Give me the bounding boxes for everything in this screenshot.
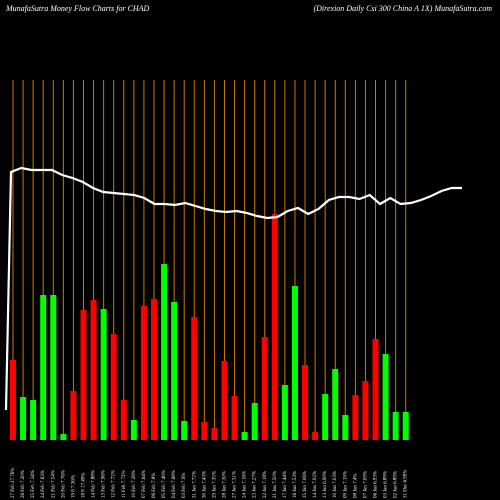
- x-tick-label: 17 Jan 7.44%: [283, 471, 288, 498]
- bar-series: [10, 214, 409, 440]
- x-tick-label: 04 Feb 7.68%: [172, 470, 177, 498]
- bar-down: [201, 422, 208, 440]
- x-tick-label: 24 Feb 7.63%: [41, 470, 46, 498]
- x-tick-label: 14 Jan 7.02%: [313, 471, 318, 498]
- x-tick-label: 23 Jan 7.27%: [253, 471, 258, 498]
- x-tick-label: 14 Feb 7.88%: [92, 470, 97, 498]
- x-tick-label: 22 Jan 7.18%: [263, 471, 268, 498]
- x-tick-label: 19 8 7.36%: [71, 475, 76, 498]
- bar-up: [130, 420, 137, 440]
- x-tick-label: 28 Jan 7.30%: [222, 471, 227, 498]
- x-tick-label: 24 Jan 7.16%: [243, 471, 248, 498]
- bar-up: [332, 369, 339, 440]
- x-tick-label: 13 Feb 7.96%: [102, 470, 107, 498]
- grid-lines: [12, 80, 407, 440]
- bar-up: [181, 421, 188, 440]
- x-tick-label: 15 Jan 7.06%: [303, 471, 308, 498]
- bar-up: [100, 309, 107, 440]
- x-tick-label: 21 Feb 7.54%: [51, 470, 56, 498]
- x-tick-label: 30 Jan 7.43%: [202, 471, 207, 498]
- bar-down: [70, 391, 77, 440]
- x-tick-label: 02 Jan 6.89%: [394, 471, 399, 498]
- bar-down: [110, 334, 117, 440]
- x-tick-label: 08 Jan 7.4%: [353, 473, 358, 498]
- price-line-series: [4, 166, 462, 411]
- bar-down: [271, 214, 278, 440]
- x-tick-label: 10 Feb 7.28%: [132, 470, 137, 498]
- bar-down: [120, 400, 127, 440]
- bar-down: [10, 360, 16, 440]
- chart-title-right: (Direxion Daily Csi 300 China A 1X) Muna…: [313, 4, 492, 13]
- bar-down: [140, 306, 147, 440]
- bar-up: [342, 415, 349, 440]
- x-tick-label: 07 Jan 7.09%: [363, 471, 368, 498]
- bar-down: [372, 339, 379, 440]
- x-tick-label: 27 Jan 7.31%: [233, 471, 238, 498]
- x-tick-label: 26 Feb 7.20%: [21, 470, 26, 498]
- bar-up: [281, 385, 288, 440]
- bar-down: [80, 310, 87, 440]
- x-tick-label: 10 Jan 7.03%: [333, 471, 338, 498]
- bar-up: [402, 412, 409, 440]
- bar-up: [392, 412, 399, 440]
- bar-up: [40, 295, 47, 440]
- bar-down: [312, 432, 319, 440]
- bar-down: [90, 300, 97, 440]
- bar-up: [30, 400, 37, 440]
- x-tick-labels: 27 Feb 27.76% 26 Feb 7.20% 25 Feb 7.34% 24 …: [11, 468, 409, 498]
- bar-down: [302, 365, 309, 440]
- x-tick-label: 11 Feb 7.72%: [122, 470, 127, 498]
- bar-down: [362, 381, 369, 440]
- x-tick-label: 06 Feb 7.8%: [152, 473, 157, 498]
- x-tick-label: 03 Jan 6.89%: [384, 471, 389, 498]
- x-tick-label: 21 Jan 7.50%: [273, 471, 278, 498]
- bar-up: [50, 295, 57, 440]
- x-tick-label: 20 Feb 7.76%: [61, 470, 66, 498]
- x-tick-label: 07 Feb 7.64%: [142, 470, 147, 498]
- bar-down: [150, 299, 157, 440]
- x-tick-label: 03 Feb 7.9%: [182, 473, 187, 498]
- x-tick-label: 13 Jan 6.99%: [323, 471, 328, 498]
- price-line: [4, 166, 462, 411]
- x-tick-label: 29 Jan 7.35%: [212, 471, 217, 498]
- x-tick-label: 05 Feb 7.49%: [162, 470, 167, 498]
- bar-up: [20, 397, 27, 440]
- bar-up: [171, 302, 178, 440]
- bar-down: [211, 428, 218, 440]
- x-tick-label: 09 Jan 7.19%: [343, 471, 348, 498]
- x-tick-label: 31 Dec 6.99%: [404, 470, 409, 498]
- bar-down: [352, 395, 359, 440]
- bar-down: [231, 396, 238, 440]
- bar-up: [382, 354, 389, 440]
- x-tick-label: 27 Feb 27.76%: [11, 468, 16, 498]
- bar-down: [221, 361, 228, 440]
- bar-down: [261, 337, 268, 440]
- bar-up: [251, 403, 258, 440]
- x-tick-label: 18 8 17.49%: [81, 473, 86, 498]
- x-tick-label: 25 Feb 7.34%: [31, 470, 36, 498]
- bar-up: [291, 286, 298, 440]
- chart-title-left: MunafaSutra Money Flow Charts for CHAD: [6, 4, 150, 13]
- bar-up: [241, 432, 248, 440]
- bar-up: [60, 434, 67, 440]
- x-tick-label: 12 Feb 7.72%: [112, 470, 117, 498]
- bar-up: [161, 264, 168, 440]
- x-tick-label: 06 Jan 6.93%: [374, 471, 379, 498]
- bar-down: [191, 317, 198, 440]
- x-tick-label: 31 Jan 7.72%: [192, 471, 197, 498]
- x-tick-label: 16 Jan 7.53%: [293, 471, 298, 498]
- bar-up: [322, 394, 329, 440]
